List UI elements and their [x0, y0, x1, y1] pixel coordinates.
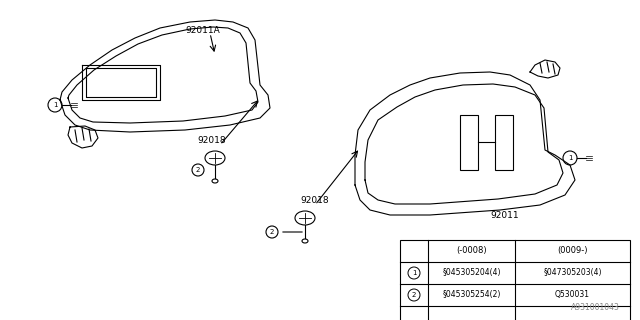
Text: 92011: 92011 [490, 211, 518, 220]
Text: 92011A: 92011A [185, 26, 220, 35]
Text: 2: 2 [196, 167, 200, 173]
Text: §045305204(4): §045305204(4) [442, 268, 500, 277]
Text: (0009-): (0009-) [557, 246, 588, 255]
Text: 2: 2 [412, 292, 416, 298]
Text: 92018: 92018 [198, 136, 227, 145]
Text: §047305203(4): §047305203(4) [543, 268, 602, 277]
Text: A931001043: A931001043 [571, 303, 620, 312]
Text: 1: 1 [412, 270, 416, 276]
Text: Q530031: Q530031 [555, 291, 590, 300]
Text: 1: 1 [52, 102, 57, 108]
Bar [400, 240, 630, 320]
Bar [460, 115, 478, 170]
Bar [495, 115, 513, 170]
Text: 2: 2 [270, 229, 274, 235]
Text: (-0008): (-0008) [456, 246, 487, 255]
Text: §045305254(2): §045305254(2) [442, 291, 500, 300]
Text: 92018: 92018 [301, 196, 330, 205]
Text: 1: 1 [568, 155, 572, 161]
